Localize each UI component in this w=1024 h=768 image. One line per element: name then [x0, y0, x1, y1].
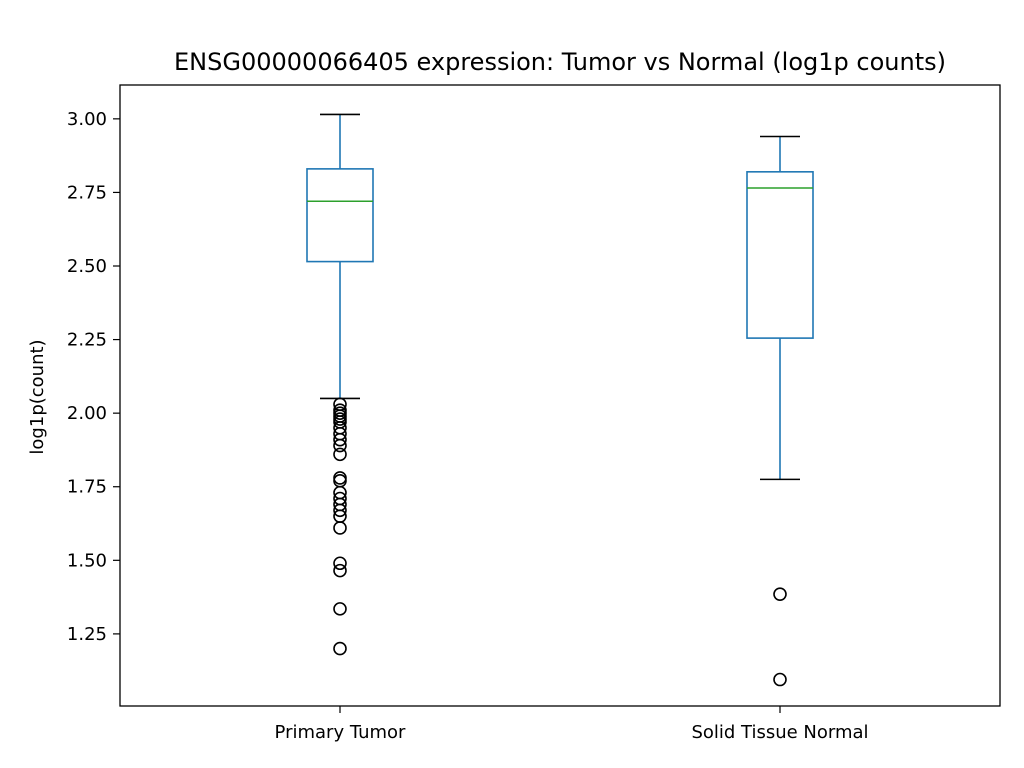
- y-axis-label: log1p(count): [27, 339, 48, 454]
- plot-frame: [119, 84, 1001, 707]
- plot-area: 1.25 1.50 1.75 2.00 2.25 2.50 2.75 3.00 Primary …: [67, 84, 1001, 743]
- outlier-point: [773, 672, 787, 687]
- x-tick-label: Primary Tumor: [275, 722, 406, 743]
- y-tick-label: 1.25: [67, 624, 107, 645]
- outlier-point: [333, 447, 347, 462]
- iqr-box: [746, 171, 814, 339]
- outlier-point: [333, 556, 347, 571]
- chart-title: ENSG00000066405 expression: Tumor vs Nor…: [174, 48, 946, 76]
- outlier-point: [333, 602, 347, 616]
- y-tick-label: 2.50: [67, 256, 107, 277]
- y-tick-label: 1.50: [67, 550, 107, 571]
- outlier-point: [333, 641, 347, 656]
- outlier-point: [773, 587, 787, 601]
- iqr-box: [306, 168, 374, 263]
- outlier-point: [333, 438, 347, 453]
- outlier-point: [333, 474, 347, 488]
- y-tick-label: 2.00: [67, 403, 107, 424]
- outlier-point: [333, 563, 347, 578]
- outlier-point: [333, 503, 347, 518]
- x-tick-label: Solid Tissue Normal: [691, 722, 868, 743]
- outlier-point: [333, 521, 347, 535]
- y-tick-label: 3.00: [67, 109, 107, 130]
- outlier-point: [333, 471, 347, 485]
- y-tick-label: 2.75: [67, 182, 107, 203]
- outlier-point: [333, 432, 347, 447]
- y-tick-label: 2.25: [67, 330, 107, 351]
- y-tick-label: 1.75: [67, 477, 107, 498]
